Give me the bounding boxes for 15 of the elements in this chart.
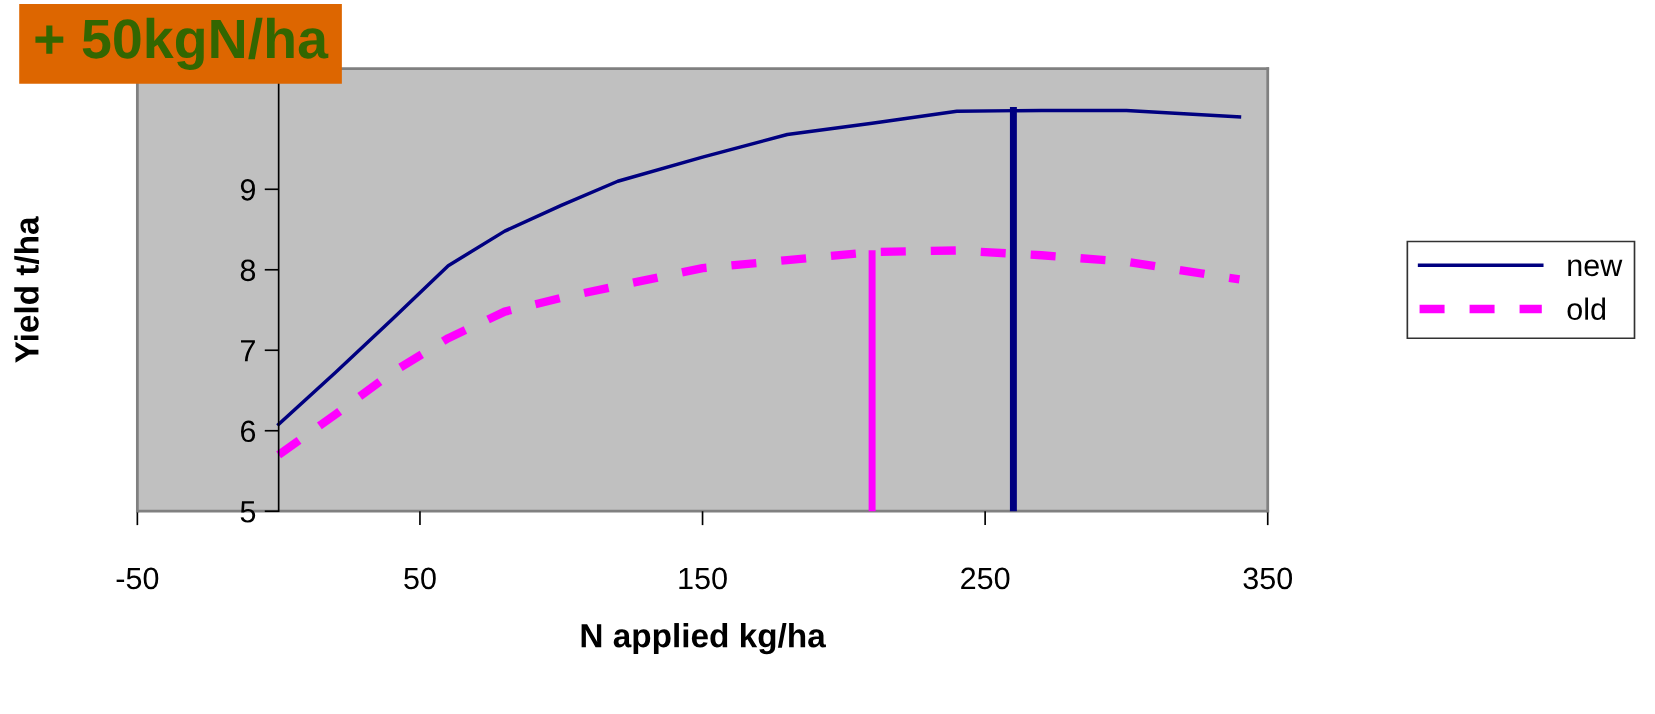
x-tick-label: 150 bbox=[679, 567, 727, 590]
y-tick-label: 7 bbox=[241, 340, 255, 362]
x-tick-label: -50 bbox=[116, 567, 159, 590]
x-tick-label: 50 bbox=[404, 567, 436, 590]
y-tick-label: 5 bbox=[240, 501, 256, 523]
y-tick-label: 6 bbox=[241, 420, 256, 443]
annotation: + 50kgN/ha bbox=[35, 17, 329, 70]
legend-label: new bbox=[1568, 259, 1623, 277]
y-axis-title: Yield t/ha bbox=[14, 216, 40, 363]
legend-label: old bbox=[1567, 297, 1606, 320]
x-axis-title: N applied kg/ha bbox=[581, 623, 826, 655]
x-tick-label: 350 bbox=[1243, 567, 1293, 590]
x-tick-label: 250 bbox=[961, 567, 1010, 590]
y-tick-label: 9 bbox=[240, 179, 255, 201]
y-tick-label: 8 bbox=[240, 259, 256, 282]
